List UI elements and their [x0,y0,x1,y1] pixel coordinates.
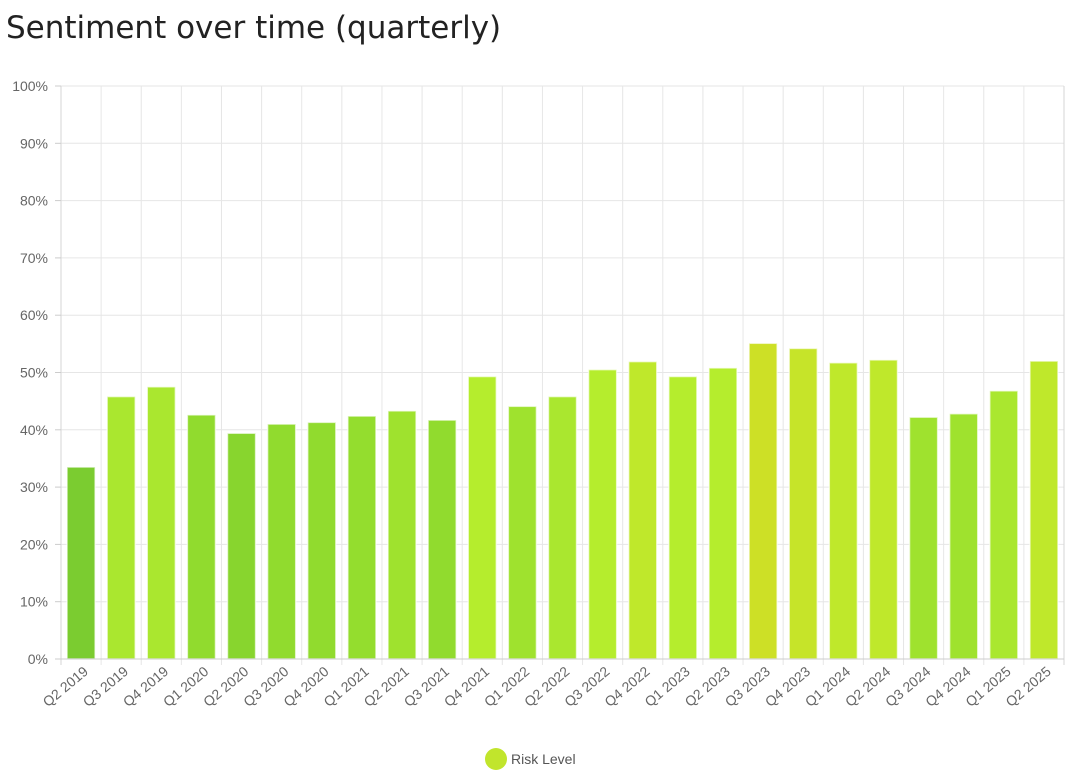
bar-q2-2024[interactable] [868,359,899,660]
bar-q2-2023[interactable] [708,367,738,660]
y-tick-label: 10% [20,594,48,610]
bar-q2-2020[interactable] [226,432,257,660]
bar-q1-2021[interactable] [347,415,377,660]
y-tick-label: 80% [20,193,48,209]
chart-legend[interactable]: Risk Level [485,748,576,770]
x-tick-label: Q2 2025 [1002,663,1054,710]
bar-q4-2020[interactable] [306,421,337,660]
bar-q3-2020[interactable] [266,423,297,660]
axes [55,85,1064,660]
bar-q3-2023[interactable] [748,342,778,660]
y-tick-label: 90% [20,135,48,151]
bar-q1-2023[interactable] [668,375,698,660]
bar-q1-2022[interactable] [507,405,538,660]
bar-q3-2024[interactable] [908,416,939,660]
y-tick-label: 30% [20,479,48,495]
bar-q2-2022[interactable] [547,395,578,660]
legend-swatch [485,748,507,770]
bar-q4-2024[interactable] [948,413,979,660]
bar-q4-2023[interactable] [788,347,819,660]
bar-q4-2022[interactable] [627,360,658,660]
legend-label: Risk Level [511,751,576,767]
bar-q4-2021[interactable] [467,375,498,660]
bars [66,342,1059,660]
y-tick-label: 70% [20,250,48,266]
y-tick-label: 60% [20,307,48,323]
bar-q1-2020[interactable] [186,414,217,660]
page-title: Sentiment over time (quarterly) [6,10,502,46]
bar-q1-2024[interactable] [828,362,859,660]
y-tick-label: 20% [20,536,48,552]
bar-q2-2019[interactable] [66,466,96,660]
y-tick-label: 40% [20,422,48,438]
bar-q1-2025[interactable] [989,390,1019,660]
bar-q4-2019[interactable] [146,386,177,660]
bar-q3-2022[interactable] [587,368,618,660]
bar-q2-2021[interactable] [387,410,417,660]
y-tick-label: 100% [12,78,48,94]
bar-q2-2025[interactable] [1029,360,1059,660]
y-tick-label: 0% [28,651,48,667]
bar-q3-2019[interactable] [106,395,136,660]
bar-q3-2021[interactable] [427,419,457,660]
y-axis-tick-labels: 0% 10% 20% 30% 40% 50% 60% 70% 80% 90% 100% [12,78,48,667]
y-tick-label: 50% [20,365,48,381]
